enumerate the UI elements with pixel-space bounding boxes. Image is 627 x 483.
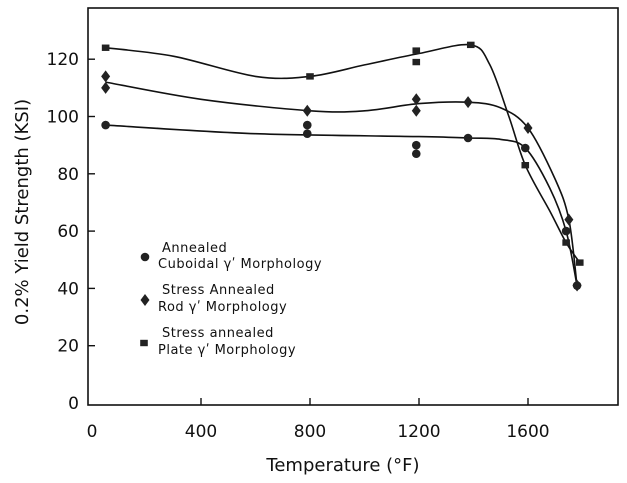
plot-frame <box>87 7 619 406</box>
legend-label-line: Plate γʹ Morphology <box>158 343 296 358</box>
data-point-square <box>101 44 110 51</box>
plot-border <box>87 7 619 406</box>
legend-entry: Stress Annealed Rod γʹ Morphology <box>140 283 287 315</box>
legend-entry: Stress annealed Plate γʹ Morphology <box>140 326 296 358</box>
legend-label-line: Annealed <box>162 241 227 256</box>
data-point-square <box>412 58 421 66</box>
x-tick-label: 800 <box>294 422 326 442</box>
data-point-circle <box>561 226 571 236</box>
data-point-diamond <box>101 70 111 83</box>
data-point-diamond <box>572 279 582 292</box>
data-point-diamond <box>523 121 533 134</box>
legend-marker-circle <box>140 252 150 262</box>
legend-marker-square <box>140 339 148 347</box>
series-markers <box>101 41 584 292</box>
data-point-diamond <box>564 213 574 226</box>
series-line-square <box>105 43 581 264</box>
y-tick-label: 80 <box>57 165 79 185</box>
data-point-square <box>412 47 421 54</box>
data-point-square <box>466 41 475 49</box>
series-line-diamond <box>105 81 578 286</box>
data-point-diamond <box>463 96 473 109</box>
y-tick-label: 40 <box>57 279 79 299</box>
data-point-square <box>562 239 570 246</box>
data-point-circle <box>411 149 421 159</box>
y-tick-label: 0 <box>68 394 79 414</box>
x-tick-label: 1200 <box>397 422 440 442</box>
data-point-diamond <box>411 104 421 117</box>
data-point-circle <box>302 120 312 130</box>
data-point-square <box>306 73 314 80</box>
y-axis-label: 0.2% Yield Strength (KSI) <box>12 99 33 325</box>
data-point-square <box>521 162 530 169</box>
legend-marker-diamond <box>140 294 150 306</box>
x-axis-label: Temperature (°F) <box>265 455 419 476</box>
y-tick-label: 120 <box>47 50 79 70</box>
data-point-diamond <box>101 81 111 94</box>
data-point-diamond <box>411 93 421 106</box>
legend-label-line: Stress Annealed <box>162 283 275 298</box>
data-point-circle <box>101 120 110 130</box>
y-tick-label: 20 <box>57 337 79 357</box>
y-tick-label: 60 <box>57 222 79 242</box>
legend-label-line: Cuboidal γʹ Morphology <box>158 257 322 272</box>
data-point-square <box>575 259 584 266</box>
x-tick-label: 1600 <box>506 422 549 442</box>
legend-label-line: Stress annealed <box>162 326 274 341</box>
y-tick-label: 100 <box>47 108 79 128</box>
data-point-circle <box>411 140 421 150</box>
x-tick-label: 400 <box>185 422 217 442</box>
legend-label-line: Rod γʹ Morphology <box>158 300 287 315</box>
data-point-diamond <box>302 104 312 117</box>
axis-ticks: 0 400 800 1200 1600 0 20 40 60 80 100 120 <box>47 50 550 442</box>
data-point-circle <box>463 133 473 143</box>
data-point-circle <box>302 129 312 138</box>
x-tick-label: 0 <box>87 422 98 442</box>
series-line-circle <box>105 124 578 286</box>
data-point-circle <box>520 143 530 153</box>
